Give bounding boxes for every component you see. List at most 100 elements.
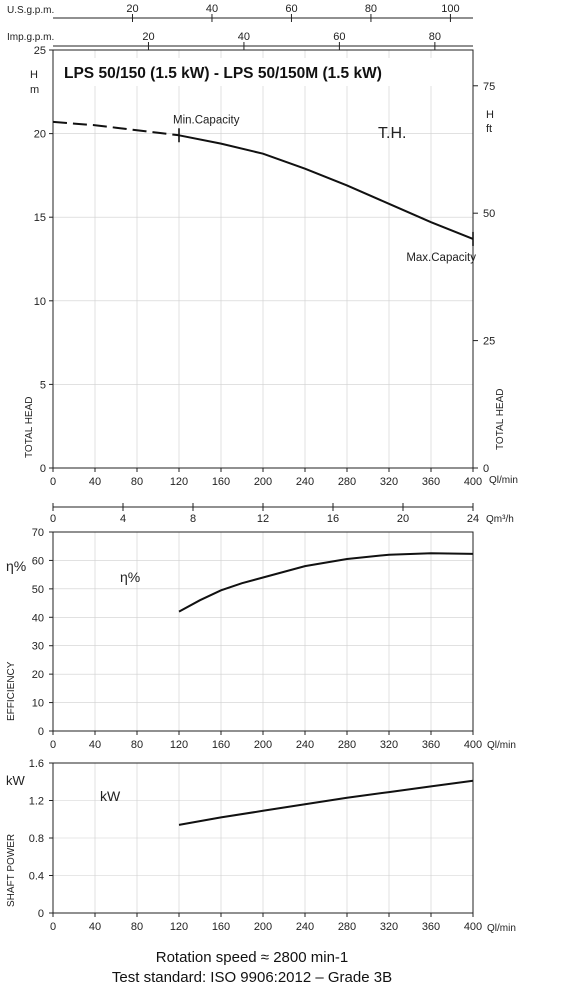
m3h-ticks: 0 4 8 12 16 20 24 (50, 503, 479, 525)
m3h-tick-label: 0 (50, 513, 56, 525)
efficiency-unit: η% (6, 558, 26, 574)
y-tick-label: 40 (32, 612, 44, 624)
head-right-unit-ft: ft (486, 123, 492, 135)
x-tick-label: 160 (212, 476, 230, 488)
m3h-axis-label: Qm³/h (486, 514, 514, 525)
x-tick-label: 320 (380, 921, 398, 933)
y-tick-label: 0.4 (29, 871, 44, 883)
efficiency-x-ticks: 0 40 80 120 160 200 240 280 320 360 400 (50, 731, 482, 751)
y-tick-label: 0 (38, 726, 44, 738)
x-tick-label: 280 (338, 476, 356, 488)
impgpm-tick-label: 60 (333, 31, 345, 43)
efficiency-curve-label: η% (120, 569, 140, 585)
x-tick-label: 0 (50, 921, 56, 933)
x-tick-label: 400 (464, 739, 482, 751)
y-tick-label: 20 (32, 669, 44, 681)
head-y-axis-label-right: TOTAL HEAD (495, 389, 506, 451)
y-tick-label: 1.6 (29, 758, 44, 770)
x-tick-label: 360 (422, 921, 440, 933)
x-tick-label: 40 (89, 476, 101, 488)
m3h-tick-label: 24 (467, 513, 479, 525)
x-tick-label: 160 (212, 921, 230, 933)
efficiency-curve (178, 552, 474, 613)
x-tick-label: 200 (254, 739, 272, 751)
usgpm-tick-label: 40 (206, 3, 218, 15)
chart-title: LPS 50/150 (1.5 kW) - LPS 50/150M (1.5 k… (64, 65, 382, 82)
usgpm-tick-label: 20 (126, 3, 138, 15)
power-unit: kW (6, 773, 26, 788)
x-tick-label: 240 (296, 739, 314, 751)
x-tick-label: 200 (254, 476, 272, 488)
x-tick-label: 120 (170, 476, 188, 488)
test-standard-note: Test standard: ISO 9906:2012 – Grade 3B (112, 969, 392, 986)
head-curve-dashed (52, 120, 180, 137)
x-tick-label: 0 (50, 476, 56, 488)
y-tick-label: 0 (40, 463, 46, 475)
power-x-unit-label: Ql/min (487, 923, 516, 934)
impgpm-axis-label: Imp.g.p.m. (7, 32, 54, 43)
head-right-unit-H: H (486, 109, 494, 121)
usgpm-ticks: 20 40 60 80 100 (126, 3, 460, 22)
head-y-axis-label: TOTAL HEAD (24, 397, 35, 459)
usgpm-tick-label: 60 (285, 3, 297, 15)
power-curve (178, 779, 474, 826)
x-tick-label: 280 (338, 921, 356, 933)
x-tick-label: 120 (170, 921, 188, 933)
head-left-unit-m: m (30, 84, 39, 96)
power-x-ticks: 0 40 80 120 160 200 240 280 320 360 400 (50, 913, 482, 933)
m3h-tick-label: 4 (120, 513, 126, 525)
x-tick-label: 0 (50, 739, 56, 751)
m3h-tick-label: 20 (397, 513, 409, 525)
impgpm-ticks: 20 40 60 80 (142, 31, 441, 50)
x-tick-label: 320 (380, 476, 398, 488)
power-y-axis-label: SHAFT POWER (6, 834, 17, 907)
impgpm-tick-label: 40 (238, 31, 250, 43)
x-tick-label: 280 (338, 739, 356, 751)
power-y-ticks: 0 0.4 0.8 1.2 1.6 (29, 758, 53, 920)
head-x-ticks: 0 40 80 120 160 200 240 280 320 360 400 (50, 468, 482, 488)
m3h-tick-label: 8 (190, 513, 196, 525)
usgpm-axis-label: U.S.g.p.m. (7, 5, 54, 16)
power-grid (52, 762, 474, 914)
impgpm-tick-label: 20 (142, 31, 154, 43)
head-x-unit-label: Ql/min (489, 475, 518, 486)
x-tick-label: 360 (422, 476, 440, 488)
x-tick-label: 40 (89, 739, 101, 751)
usgpm-tick-label: 80 (365, 3, 377, 15)
efficiency-chart: 0 10 20 30 40 50 60 70 0 40 80 120 160 200 240 280 320 3… (6, 527, 516, 751)
x-tick-label: 40 (89, 921, 101, 933)
head-y-ticks: 0 5 10 15 20 25 (34, 45, 53, 475)
y-tick-label: 1.2 (29, 796, 44, 808)
power-chart: 0 0.4 0.8 1.2 1.6 0 40 80 120 160 200 240 280 320 360… (6, 758, 516, 934)
efficiency-y-axis-label: EFFICIENCY (6, 661, 17, 721)
y-tick-label: 5 (40, 379, 46, 391)
x-tick-label: 240 (296, 476, 314, 488)
head-chart: U.S.g.p.m. Imp.g.p.m. 20 40 60 80 100 20 40 60… (7, 3, 518, 525)
m3h-tick-label: 12 (257, 513, 269, 525)
x-tick-label: 400 (464, 921, 482, 933)
max-capacity-label: Max.Capacity (406, 252, 476, 264)
efficiency-y-ticks: 0 10 20 30 40 50 60 70 (32, 527, 53, 738)
x-tick-label: 80 (131, 476, 143, 488)
x-tick-label: 80 (131, 921, 143, 933)
y-tick-label: 50 (32, 584, 44, 596)
efficiency-grid (52, 531, 474, 732)
head-curve (178, 134, 474, 240)
x-tick-label: 360 (422, 739, 440, 751)
efficiency-x-unit-label: Ql/min (487, 740, 516, 751)
y-tick-label: 15 (34, 212, 46, 224)
y-tick-label: 25 (34, 45, 46, 57)
x-tick-label: 80 (131, 739, 143, 751)
x-tick-label: 240 (296, 921, 314, 933)
y-tick-label: 0.8 (29, 833, 44, 845)
impgpm-tick-label: 80 (429, 31, 441, 43)
y-tick-label: 20 (34, 129, 46, 141)
th-curve-label: T.H. (378, 125, 406, 142)
m3h-tick-label: 16 (327, 513, 339, 525)
head-y-right-ticks: 0 25 50 75 (473, 81, 495, 475)
x-tick-label: 160 (212, 739, 230, 751)
y-tick-label: 70 (32, 527, 44, 539)
rotation-speed-note: Rotation speed ≈ 2800 min-1 (156, 949, 349, 966)
title-backdrop (57, 58, 469, 86)
